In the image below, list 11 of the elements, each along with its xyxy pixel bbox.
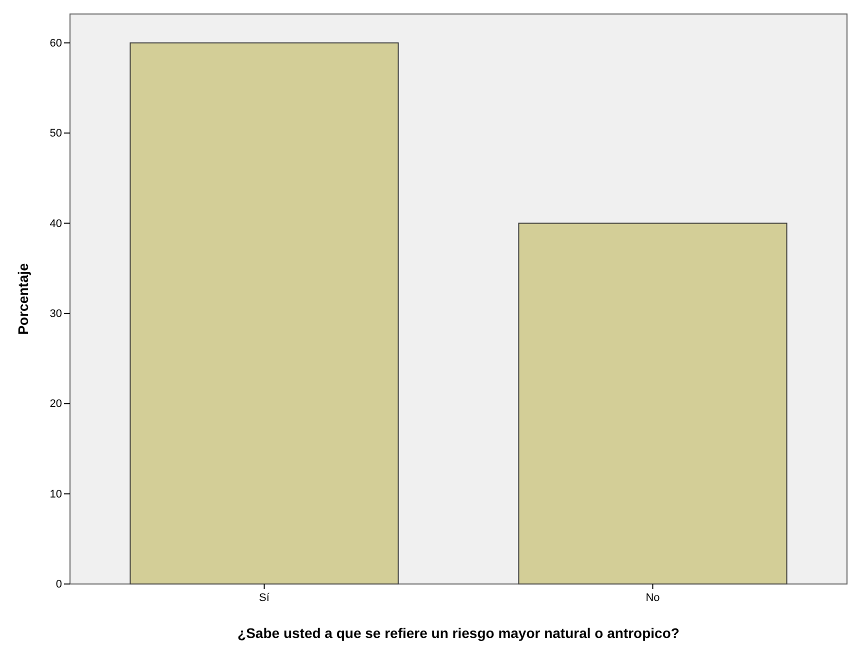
y-tick-label: 10 [50, 488, 62, 500]
y-tick-label: 40 [50, 218, 62, 230]
x-tick-label: No [646, 592, 660, 604]
y-tick-label: 50 [50, 128, 62, 140]
x-axis-title: ¿Sabe usted a que se refiere un riesgo mayor natural o antropico? [238, 625, 680, 641]
y-tick-label: 30 [50, 308, 62, 320]
y-tick-label: 0 [56, 578, 62, 591]
y-tick-label: 20 [50, 398, 62, 410]
y-axis-title: Porcentaje [15, 262, 31, 335]
x-tick-label: Sí [259, 592, 270, 604]
y-tick-label: 60 [50, 37, 62, 50]
